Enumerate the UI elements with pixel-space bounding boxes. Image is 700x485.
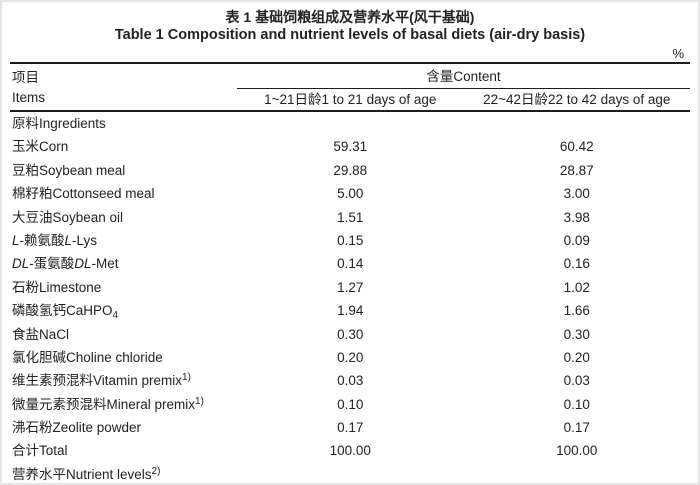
row-value: 5.00: [337, 186, 364, 202]
table-row: 棉籽粕Cottonseed meal 5.00 3.00: [10, 182, 690, 205]
row-value: 100.00: [556, 443, 598, 459]
table-row: 食盐NaCl 0.30 0.30: [10, 323, 690, 346]
items-column-header: 项目 Items: [10, 64, 237, 110]
row-label: 微量元素预混料Mineral premix1): [12, 395, 204, 412]
unit-label: %: [672, 46, 684, 61]
column-header-age-1-21: 1~21日龄1 to 21 days of age: [264, 92, 437, 107]
table-row: 大豆油Soybean oil 1.51 3.98: [10, 206, 690, 229]
row-label: 食盐NaCl: [12, 326, 70, 342]
table-row: 微量元素预混料Mineral premix1) 0.10 0.10: [10, 393, 690, 416]
table-row: 维生素预混料Vitamin premix1) 0.03 0.03: [10, 369, 690, 392]
row-value: 100.00: [329, 443, 371, 459]
row-value: 0.03: [337, 373, 364, 389]
items-header-zh: 项目: [12, 70, 39, 85]
table-title-zh: 表 1 基础饲粮组成及营养水平(风干基础): [225, 9, 475, 25]
table-row: 营养水平Nutrient levels2): [10, 463, 691, 483]
row-value: 0.17: [563, 420, 590, 436]
row-label: L-赖氨酸L-Lys: [12, 232, 98, 248]
row-value: 0.30: [337, 326, 364, 342]
row-value: 0.16: [563, 256, 590, 272]
row-value: 1.27: [337, 279, 364, 295]
row-value: [464, 112, 691, 135]
table-row: 氯化胆碱Choline chloride 0.20 0.20: [10, 346, 690, 369]
row-value: 0.10: [563, 396, 590, 412]
age-column-headers: 1~21日龄1 to 21 days of age 22~42日龄22 to 4…: [237, 89, 690, 110]
row-value: [237, 112, 464, 135]
row-value: 3.00: [563, 186, 590, 202]
row-label: 大豆油Soybean oil: [12, 209, 124, 225]
table-body: 原料Ingredients 玉米Corn 59.31 60.42 豆粕Soybean m…: [10, 112, 691, 483]
row-value: 0.17: [337, 420, 364, 436]
column-header-age-22-42: 22~42日龄22 to 42 days of age: [483, 92, 671, 107]
row-label: DL-蛋氨酸DL-Met: [12, 256, 119, 272]
table-row: L-赖氨酸L-Lys 0.15 0.09: [10, 229, 690, 252]
table-title-en: Table 1 Composition and nutrient levels …: [114, 27, 586, 43]
row-value: 59.31: [333, 139, 368, 155]
row-label: 原料Ingredients: [12, 116, 106, 131]
row-label: 沸石粉Zeolite powder: [12, 420, 142, 436]
row-value: 0.30: [563, 326, 590, 342]
row-label: 棉籽粕Cottonseed meal: [12, 186, 155, 202]
content-group-header: 含量Content: [237, 64, 690, 89]
table-header: 项目 Items 含量Content 1~21日龄1 to 21 days of…: [10, 62, 690, 112]
row-value: 60.42: [559, 139, 594, 155]
row-value: 0.20: [337, 349, 364, 365]
table-row: 石粉Limestone 1.27 1.02: [10, 276, 690, 299]
row-value: 0.09: [563, 232, 590, 248]
items-header-en: Items: [12, 90, 46, 105]
row-value: 0.15: [337, 232, 364, 248]
table-row: 玉米Corn 59.31 60.42: [10, 135, 690, 158]
row-label: 维生素预混料Vitamin premix1): [12, 372, 191, 389]
table-row: DL-蛋氨酸DL-Met 0.14 0.16: [10, 252, 690, 275]
table-row: 合计Total 100.00 100.00: [10, 439, 690, 462]
row-label: 营养水平Nutrient levels2): [12, 465, 161, 482]
row-value: 29.88: [333, 162, 368, 178]
table-row: 磷酸氢钙CaHPO4 1.94 1.66: [10, 299, 690, 322]
row-label: 豆粕Soybean meal: [12, 162, 126, 178]
row-value: 0.03: [563, 373, 590, 389]
row-label: 合计Total: [12, 443, 68, 459]
table-row: 原料Ingredients: [10, 112, 690, 135]
row-value: [237, 463, 464, 483]
row-value: 28.87: [559, 162, 594, 178]
row-value: 1.94: [337, 303, 364, 319]
row-label: 磷酸氢钙CaHPO4: [12, 303, 119, 322]
row-value: 0.14: [337, 256, 364, 272]
row-value: 3.98: [563, 209, 590, 225]
table-row: 豆粕Soybean meal 29.88 28.87: [10, 159, 690, 182]
row-value: 1.66: [563, 303, 590, 319]
row-value: 1.02: [563, 279, 590, 295]
content-column-group: 含量Content 1~21日龄1 to 21 days of age 22~4…: [237, 64, 690, 110]
table-row: 沸石粉Zeolite powder 0.17 0.17: [10, 416, 690, 439]
row-value: 0.20: [563, 349, 590, 365]
row-label: 石粉Limestone: [12, 279, 102, 295]
diet-composition-table: 项目 Items 含量Content 1~21日龄1 to 21 days of…: [10, 62, 691, 483]
row-value: [464, 463, 691, 483]
row-value: 0.10: [337, 396, 364, 412]
row-label: 玉米Corn: [12, 139, 69, 155]
row-value: 1.51: [337, 209, 364, 225]
row-label: 氯化胆碱Choline chloride: [12, 349, 163, 365]
